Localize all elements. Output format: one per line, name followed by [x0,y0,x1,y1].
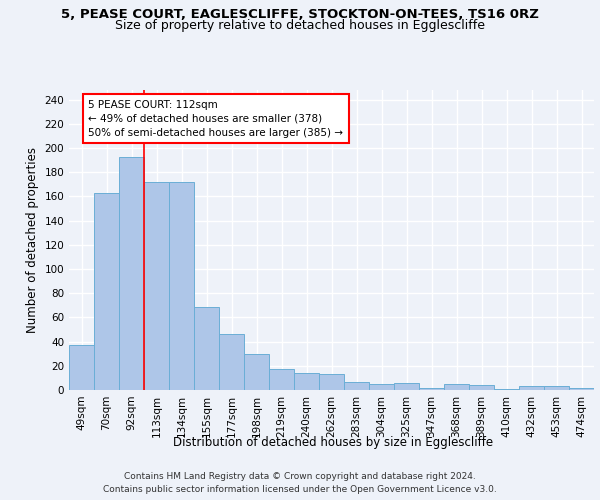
Text: Size of property relative to detached houses in Egglescliffe: Size of property relative to detached ho… [115,19,485,32]
Bar [544,386,569,390]
Bar [244,354,269,390]
Bar [269,370,294,390]
Bar [94,193,119,390]
Text: Distribution of detached houses by size in Egglescliffe: Distribution of detached houses by size … [173,436,493,449]
Bar [344,382,369,390]
Bar [394,382,419,390]
Bar [169,182,194,390]
Bar [569,388,594,390]
Y-axis label: Number of detached properties: Number of detached properties [26,147,39,333]
Bar [419,388,444,390]
Bar [444,384,469,390]
Bar [319,374,344,390]
Bar [519,386,544,390]
Bar [469,385,494,390]
Bar [69,345,94,390]
Bar [119,156,144,390]
Bar [144,182,169,390]
Text: 5 PEASE COURT: 112sqm
← 49% of detached houses are smaller (378)
50% of semi-det: 5 PEASE COURT: 112sqm ← 49% of detached … [89,100,343,138]
Text: 5, PEASE COURT, EAGLESCLIFFE, STOCKTON-ON-TEES, TS16 0RZ: 5, PEASE COURT, EAGLESCLIFFE, STOCKTON-O… [61,8,539,20]
Bar [369,384,394,390]
Bar [494,389,519,390]
Bar [294,373,319,390]
Text: Contains HM Land Registry data © Crown copyright and database right 2024.
Contai: Contains HM Land Registry data © Crown c… [103,472,497,494]
Bar [194,306,219,390]
Bar [219,334,244,390]
